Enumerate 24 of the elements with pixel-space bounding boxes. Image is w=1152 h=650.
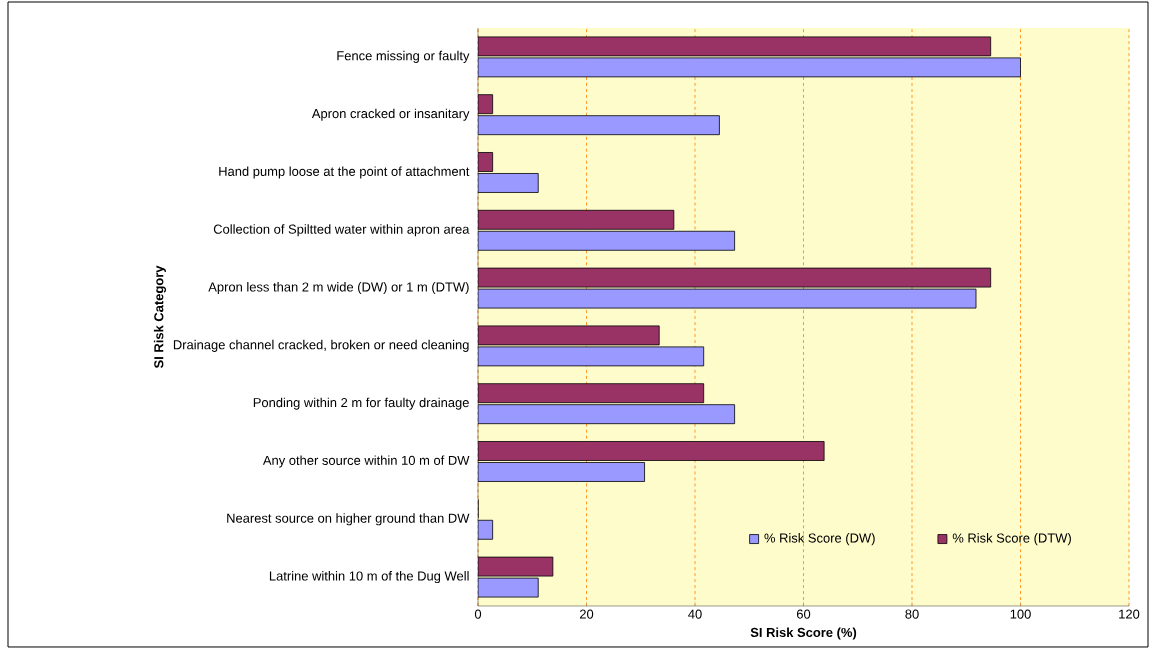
- y-tick-label: Nearest source on higher ground than DW: [227, 513, 470, 526]
- x-tick-label: 80: [905, 609, 919, 619]
- y-tick-label: Hand pump loose at the point of attachment: [219, 166, 470, 179]
- y-tick-label: Drainage channel cracked, broken or need cleaning: [173, 339, 469, 352]
- x-axis-title: SI Risk Score (%): [750, 627, 857, 640]
- y-tick-label: Collection of Spiltted water within apron area: [213, 224, 470, 237]
- x-tick-label: 120: [1119, 609, 1140, 619]
- x-tick-label: 40: [688, 609, 702, 619]
- y-tick-label: Latrine within 10 m of the Dug Well: [269, 571, 469, 584]
- y-tick-label: Ponding within 2 m for faulty drainage: [253, 397, 469, 410]
- y-tick-label: Fence missing or faulty: [337, 50, 470, 63]
- legend-label: % Risk Score (DW): [764, 533, 875, 546]
- x-tick-label: 60: [796, 609, 811, 619]
- y-axis-title: SI Risk Category: [153, 265, 167, 369]
- y-tick-label: Any other source within 10 m of DW: [262, 455, 470, 468]
- bar: [478, 441, 825, 461]
- y-tick-label: Apron cracked or insanitary: [311, 108, 470, 121]
- x-tick-label: 100: [1010, 609, 1031, 619]
- x-tick-label: 20: [579, 609, 594, 619]
- bar: [478, 209, 675, 230]
- y-tick-label: Apron less than 2 m wide (DW) or 1 m (DTW): [208, 282, 469, 295]
- legend-label: % Risk Score (DTW): [952, 533, 1071, 546]
- x-tick-label: 0: [474, 609, 482, 619]
- bar: [478, 383, 705, 404]
